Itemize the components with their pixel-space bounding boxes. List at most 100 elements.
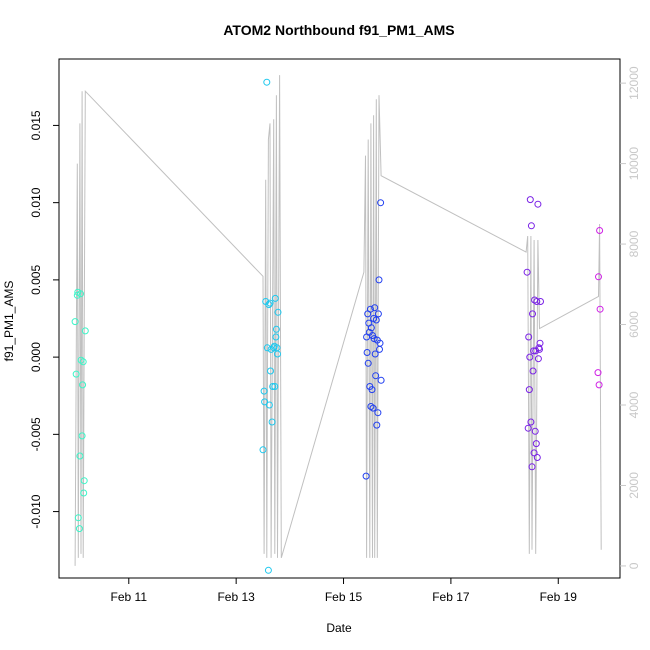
x-tick-label: Feb 17	[432, 590, 470, 604]
data-point	[80, 489, 88, 497]
x-tick-label: Feb 11	[111, 590, 148, 604]
data-point	[271, 294, 279, 302]
data-point	[372, 316, 380, 324]
series-5	[594, 227, 604, 389]
y-tick-label: 0.010	[29, 187, 43, 217]
data-point	[377, 376, 385, 384]
data-point	[261, 398, 269, 406]
data-point	[75, 525, 83, 533]
data-point	[368, 386, 376, 394]
data-point	[367, 324, 375, 332]
data-point	[528, 463, 536, 471]
data-point	[371, 350, 379, 358]
data-point	[526, 353, 534, 361]
data-point	[534, 355, 542, 363]
data-point	[367, 403, 375, 410]
data-point	[375, 276, 383, 284]
data-point	[265, 401, 273, 409]
secondary-line-layer	[74, 75, 602, 566]
data-point	[272, 325, 280, 333]
secondary-tick-label: 10000	[627, 147, 641, 181]
data-point	[370, 335, 378, 343]
y-axis-left: -0.010 -0.005 0.000 0.005 0.010 0.015	[29, 110, 59, 529]
data-point	[77, 290, 84, 298]
data-point	[81, 327, 89, 335]
data-point	[369, 404, 377, 412]
data-point	[73, 291, 81, 299]
data-point	[267, 367, 274, 375]
data-point	[272, 333, 280, 341]
x-axis: Feb 11 Feb 13 Feb 15 Feb 17 Feb 19	[111, 578, 578, 604]
data-point	[78, 432, 86, 440]
series-2	[259, 78, 282, 574]
data-point	[533, 454, 541, 461]
y-axis-right: 0 2000 4000 6000 8000 10000 12000	[620, 66, 641, 569]
series-4	[523, 196, 544, 471]
y-tick-label: 0.000	[29, 342, 43, 372]
y-tick-label: 0.015	[29, 110, 43, 140]
data-point	[79, 358, 87, 366]
data-point	[595, 273, 602, 281]
y-axis-label: f91_PM1_AMS	[2, 281, 16, 362]
data-point	[534, 200, 542, 208]
series-3	[362, 199, 385, 480]
data-point	[596, 305, 604, 313]
data-point	[274, 350, 281, 358]
data-point	[525, 333, 533, 341]
data-point	[374, 310, 382, 318]
secondary-tick-label: 0	[627, 562, 641, 569]
data-point	[596, 227, 604, 234]
x-axis-label: Date	[326, 621, 352, 635]
data-point	[366, 305, 374, 313]
data-point	[77, 356, 85, 364]
data-point	[74, 514, 82, 522]
data-point	[527, 418, 535, 426]
data-point	[525, 386, 533, 394]
chart-title: ATOM2 Northbound f91_PM1_AMS	[223, 22, 454, 38]
secondary-tick-label: 4000	[627, 391, 641, 418]
data-point	[523, 268, 531, 276]
data-point	[529, 367, 537, 375]
secondary-tick-label: 12000	[627, 66, 641, 100]
data-point	[264, 566, 272, 574]
data-point	[373, 421, 381, 429]
data-point	[269, 383, 277, 390]
x-tick-label: Feb 19	[540, 590, 578, 604]
data-point	[372, 372, 380, 380]
data-point	[76, 452, 84, 460]
data-point	[371, 304, 379, 312]
data-point	[537, 298, 544, 305]
data-point	[374, 409, 382, 417]
secondary-series-line	[74, 75, 602, 566]
data-point	[531, 427, 539, 435]
data-point	[259, 446, 267, 454]
secondary-tick-label: 8000	[627, 230, 641, 257]
data-point	[364, 359, 372, 367]
data-point	[71, 318, 79, 326]
data-point	[524, 424, 532, 432]
data-point	[377, 199, 385, 207]
y-tick-label: -0.010	[29, 494, 43, 528]
y-tick-label: -0.005	[29, 417, 43, 451]
data-point	[527, 222, 535, 230]
data-point	[80, 477, 88, 485]
data-point	[595, 381, 603, 389]
data-point	[72, 370, 80, 378]
points-layer	[71, 78, 604, 574]
data-point	[594, 369, 602, 377]
secondary-tick-label: 6000	[627, 311, 641, 338]
data-point	[266, 299, 274, 307]
data-point	[274, 308, 282, 316]
x-tick-label: Feb 13	[217, 590, 255, 604]
data-point	[533, 298, 541, 305]
plot-frame	[58, 58, 621, 579]
data-point	[376, 345, 383, 353]
data-point	[79, 381, 87, 389]
data-point	[363, 349, 371, 356]
data-point	[530, 449, 538, 457]
data-point	[376, 339, 384, 347]
secondary-tick-label: 2000	[627, 472, 641, 499]
data-point	[532, 440, 540, 448]
data-point	[529, 310, 536, 318]
